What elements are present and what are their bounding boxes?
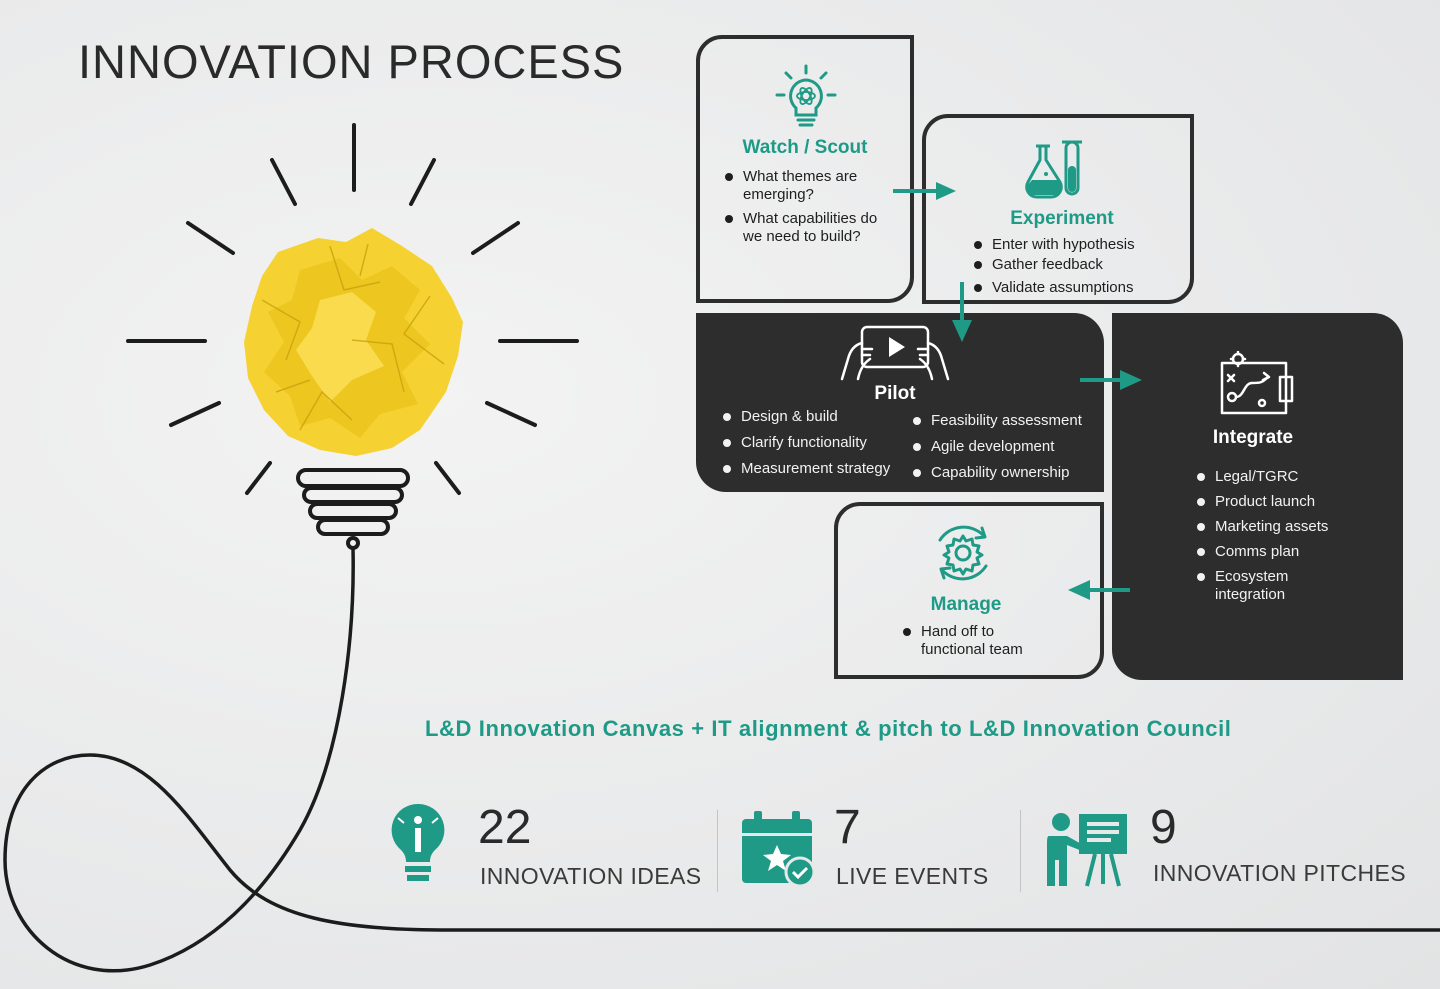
stat-pitches-label: INNOVATION PITCHES <box>1153 860 1406 886</box>
integrate-title: Integrate <box>1212 427 1294 448</box>
bulb-base <box>296 468 410 550</box>
list-item: Design & build <box>723 408 913 426</box>
pilot-bullets-left: Design & build Clarify functionality Mea… <box>723 408 913 483</box>
step-manage: Manage Hand off to functional team <box>834 502 1104 679</box>
strategy-board-icon <box>1220 351 1294 415</box>
list-item: Enter with hypothesis <box>974 236 1184 254</box>
tablet-play-icon <box>840 325 950 381</box>
step-watch-scout: Watch / Scout What themes are emerging? … <box>696 35 914 303</box>
step-integrate: Integrate Legal/TGRC Product launch Mark… <box>1112 313 1403 680</box>
step-experiment: Experiment Enter with hypothesis Gather … <box>922 114 1194 304</box>
list-item: Ecosystem integration <box>1197 568 1305 604</box>
stat-ideas-value: 22 <box>478 801 532 854</box>
experiment-bullets: Enter with hypothesis Gather feedback Va… <box>974 236 1184 302</box>
stat-divider <box>1020 810 1021 892</box>
stat-ideas-label: INNOVATION IDEAS <box>480 863 702 889</box>
canvas-alignment-caption: L&D Innovation Canvas + IT alignment & p… <box>425 716 1232 741</box>
list-item: What themes are emerging? <box>725 168 895 204</box>
idea-bulb-icon <box>391 803 445 881</box>
stat-pitches-value: 9 <box>1150 801 1177 854</box>
presenter-board-icon <box>1047 813 1127 887</box>
power-cord <box>3 547 1440 973</box>
list-item: Gather feedback <box>974 256 1184 274</box>
experiment-title: Experiment <box>1010 208 1114 229</box>
list-item: Capability ownership <box>913 464 1103 482</box>
manage-bullets: Hand off to functional team <box>903 623 1053 664</box>
crumpled-paper-ball <box>244 228 463 456</box>
light-ray-lines <box>126 123 579 495</box>
stat-divider <box>717 810 718 892</box>
list-item: Comms plan <box>1197 543 1377 561</box>
integrate-bullets: Legal/TGRC Product launch Marketing asse… <box>1197 468 1377 609</box>
watch-scout-bullets: What themes are emerging? What capabilit… <box>725 168 895 251</box>
list-item: Measurement strategy <box>723 460 913 478</box>
pilot-bullets-right: Feasibility assessment Agile development… <box>913 412 1103 487</box>
pilot-title: Pilot <box>874 383 916 404</box>
lightbulb-atom-icon <box>775 64 837 127</box>
list-item: Feasibility assessment <box>913 412 1103 430</box>
manage-title: Manage <box>930 594 1002 615</box>
list-item: What capabilities do we need to build? <box>725 210 895 246</box>
stat-events-value: 7 <box>834 801 861 854</box>
list-item: Hand off to functional team <box>903 623 1053 659</box>
list-item: Clarify functionality <box>723 434 913 452</box>
list-item: Agile development <box>913 438 1103 456</box>
list-item: Legal/TGRC <box>1197 468 1377 486</box>
watch-scout-title: Watch / Scout <box>742 137 868 158</box>
calendar-star-icon <box>742 811 816 888</box>
page-title: INNOVATION PROCESS <box>78 35 625 88</box>
list-item: Validate assumptions <box>974 279 1184 297</box>
step-pilot: Pilot Design & build Clarify functionali… <box>696 313 1104 492</box>
list-item: Marketing assets <box>1197 518 1377 536</box>
lab-flask-icon <box>1025 140 1082 199</box>
stat-events-label: LIVE EVENTS <box>836 863 989 889</box>
list-item: Product launch <box>1197 493 1377 511</box>
gear-cycle-icon <box>938 525 988 581</box>
